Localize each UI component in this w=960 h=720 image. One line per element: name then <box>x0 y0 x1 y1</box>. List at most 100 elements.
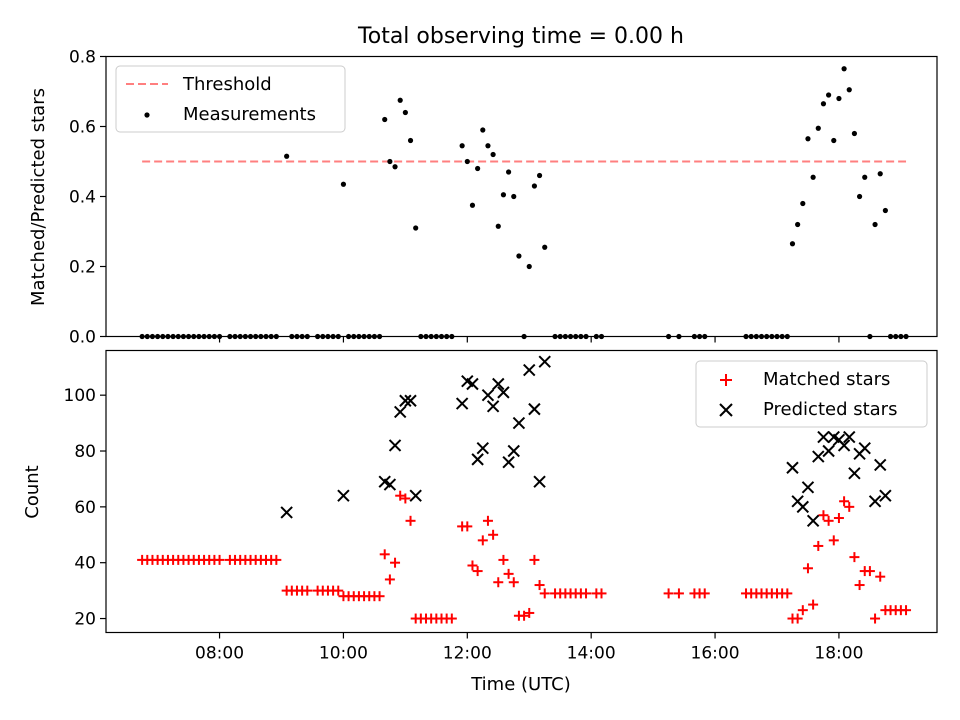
matched-star-point <box>854 580 865 591</box>
measurement-point <box>831 137 837 144</box>
matched-star-point <box>503 568 514 579</box>
predicted-star-point <box>337 489 350 502</box>
top-y-tick-label: 0.4 <box>69 188 96 208</box>
bottom-y-tick-label: 60 <box>74 498 96 518</box>
predicted-star-point <box>874 458 887 472</box>
bottom-legend: Matched stars Predicted stars <box>695 360 928 428</box>
bottom-x-tick-label: 10:00 <box>319 644 368 664</box>
bottom-x-tick-label: 18:00 <box>814 644 863 664</box>
top-panel: Total observing time = 0.00 h Matched/Pr… <box>28 24 938 348</box>
measurements-legend-swatch <box>144 112 150 118</box>
measurement-point <box>810 174 816 180</box>
predicted-star-point <box>817 430 830 444</box>
measurement-point <box>856 193 863 200</box>
matched-star-point <box>792 613 803 624</box>
predicted-legend-label: Predicted stars <box>763 399 897 420</box>
predicted-star-point <box>471 453 484 466</box>
matched-star-point <box>498 554 509 565</box>
matched-star-point <box>699 588 710 599</box>
measurement-point <box>789 241 796 247</box>
predicted-star-point <box>280 506 293 519</box>
predicted-star-point <box>486 400 500 413</box>
top-legend: Threshold Measurements <box>115 65 346 133</box>
measurement-point <box>836 95 842 102</box>
top-chart-title: Total observing time = 0.00 h <box>357 24 684 49</box>
predicted-star-point <box>507 444 520 458</box>
measurement-point <box>826 92 832 98</box>
predicted-star-point <box>523 363 536 377</box>
bottom-y-axis-label: Count <box>22 465 43 518</box>
matched-star-point <box>534 580 545 591</box>
measurement-point <box>469 202 476 208</box>
measurement-point <box>500 192 507 198</box>
matched-star-point <box>524 607 535 618</box>
top-y-tick-label: 0.6 <box>69 118 96 138</box>
predicted-star-point <box>786 461 799 474</box>
matched-star-point <box>214 554 225 565</box>
matched-star-point <box>384 574 395 585</box>
predicted-star-point <box>812 450 825 463</box>
predicted-star-point <box>796 500 810 514</box>
top-y-ticks: 0.0 0.2 0.4 0.6 0.8 <box>69 48 106 348</box>
measurement-point <box>382 116 388 123</box>
bottom-y-tick-label: 100 <box>64 386 96 406</box>
matched-star-point <box>596 588 607 599</box>
predicted-star-point <box>399 394 412 407</box>
predicted-star-point <box>822 444 835 458</box>
matched-star-point <box>477 535 488 546</box>
predicted-star-point <box>848 467 861 480</box>
measurement-point <box>542 244 548 250</box>
bottom-x-axis-label: Time (UTC) <box>470 674 571 695</box>
matched-star-point <box>844 501 855 512</box>
matched-star-point <box>529 554 540 565</box>
matched-star-point <box>663 588 674 599</box>
top-y-tick-label: 0.0 <box>69 328 96 348</box>
matched-star-point <box>333 585 344 596</box>
predicted-star-point <box>492 377 505 391</box>
measurement-point <box>877 171 883 177</box>
measurement-point <box>882 207 888 214</box>
matched-legend-swatch <box>720 374 732 386</box>
predicted-star-point <box>497 386 510 399</box>
predicted-star-point <box>409 489 422 502</box>
matched-star-point <box>539 588 550 599</box>
bottom-axes-frame <box>105 349 938 634</box>
measurement-point <box>495 223 501 229</box>
matched-star-point <box>482 515 493 526</box>
matched-star-point <box>302 585 313 596</box>
predicted-star-point <box>868 495 882 508</box>
measurement-point <box>413 225 419 231</box>
measurement-point <box>475 165 481 172</box>
matched-star-point <box>400 493 411 504</box>
measurement-point <box>516 253 522 259</box>
bottom-x-ticks: 08:00 10:00 12:00 14:00 16:00 18:00 <box>195 632 863 664</box>
measurement-point <box>526 263 532 270</box>
matched-star-point <box>782 588 793 599</box>
measurement-point <box>536 172 543 179</box>
matched-star-point <box>870 613 881 624</box>
matched-star-point <box>405 515 416 526</box>
predicted-star-point <box>466 377 479 391</box>
predicted-star-point <box>383 478 397 491</box>
predicted-star-point <box>502 455 515 469</box>
bottom-x-tick-label: 14:00 <box>567 644 616 664</box>
measurement-point <box>531 183 538 189</box>
bottom-y-ticks: 20 40 60 80 100 <box>64 386 106 630</box>
matched-star-point <box>390 557 401 568</box>
predicted-star-point <box>476 442 489 455</box>
top-y-tick-label: 0.8 <box>69 48 96 68</box>
top-x-ticks <box>218 336 840 343</box>
measurement-point <box>511 193 517 200</box>
matched-star-point <box>828 535 839 546</box>
measurement-point <box>490 151 496 158</box>
matched-star-point <box>901 605 912 616</box>
top-axes-frame <box>105 55 938 338</box>
predicted-star-point <box>806 514 820 528</box>
bottom-panel: Count Time (UTC) 20 40 60 80 100 08:00 10:00 1… <box>22 349 938 695</box>
measurement-point <box>397 97 403 103</box>
measurement-point <box>284 153 290 159</box>
matched-star-point <box>467 560 478 571</box>
predicted-legend-swatch <box>719 403 733 417</box>
matched-star-point <box>271 554 282 565</box>
